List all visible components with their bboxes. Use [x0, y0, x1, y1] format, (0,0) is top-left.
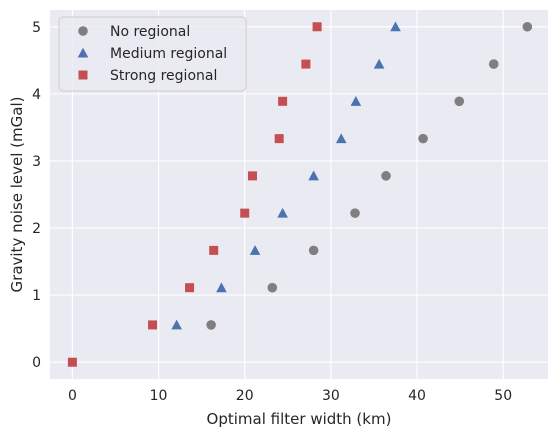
- data-point: [247, 171, 257, 181]
- y-tick-label: 1: [32, 288, 41, 304]
- legend: No regional Medium regional Strong regiona…: [58, 16, 247, 92]
- x-tick-label: 10: [150, 388, 168, 404]
- legend-marker: [77, 47, 89, 58]
- data-point: [373, 58, 385, 69]
- data-point: [350, 208, 360, 218]
- series-group: [206, 21, 533, 330]
- x-tick-label: 20: [236, 388, 254, 404]
- data-marks: [67, 21, 533, 367]
- data-point: [454, 96, 465, 107]
- data-point: [350, 96, 362, 106]
- tick-labels: 0 10 20 30 40 50 0 1 2 3 4 5: [32, 20, 512, 404]
- data-point: [312, 22, 322, 32]
- data-point: [185, 283, 195, 293]
- x-axis-label: Optimal filter width (km): [207, 410, 392, 428]
- data-point: [488, 59, 499, 69]
- series-group: [67, 22, 322, 367]
- data-point: [335, 133, 347, 144]
- data-point: [301, 59, 311, 69]
- data-point: [308, 245, 319, 256]
- legend-box: [58, 16, 247, 92]
- data-point: [267, 282, 278, 293]
- legend-label: No regional: [110, 24, 190, 40]
- y-tick-label: 5: [32, 20, 41, 36]
- data-point: [390, 21, 401, 32]
- data-point: [209, 245, 219, 255]
- data-point: [240, 208, 250, 218]
- x-tick-label: 0: [68, 388, 77, 404]
- data-point: [216, 282, 227, 293]
- y-axis-label: Gravity noise level (mGal): [8, 97, 26, 293]
- data-point: [381, 171, 391, 181]
- x-tick-label: 30: [322, 388, 340, 404]
- data-point: [278, 96, 288, 106]
- data-point: [249, 245, 261, 255]
- data-point: [522, 21, 533, 32]
- data-point: [274, 134, 284, 144]
- data-point: [67, 357, 77, 367]
- x-tick-label: 50: [494, 388, 512, 404]
- y-tick-label: 3: [32, 154, 41, 170]
- x-tick-label: 40: [408, 388, 426, 404]
- data-point: [148, 320, 158, 330]
- data-point: [308, 170, 319, 181]
- data-point: [418, 133, 428, 144]
- y-tick-label: 0: [32, 355, 41, 371]
- y-tick-label: 4: [32, 87, 41, 103]
- legend-label: Medium regional: [110, 46, 227, 62]
- series-group: [171, 21, 401, 330]
- data-point: [206, 320, 216, 330]
- legend-marker: [78, 26, 88, 36]
- data-point: [277, 207, 288, 218]
- y-tick-label: 2: [32, 221, 41, 237]
- legend-marker: [78, 70, 88, 80]
- data-point: [171, 319, 182, 330]
- legend-label: Strong regional: [110, 68, 217, 84]
